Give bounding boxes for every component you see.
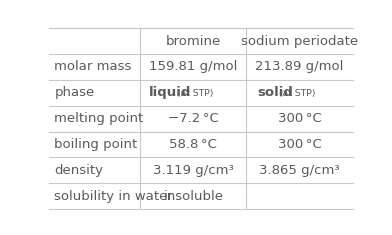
Text: solubility in water: solubility in water — [54, 190, 173, 203]
Text: (at STP): (at STP) — [279, 89, 315, 98]
Text: molar mass: molar mass — [54, 60, 132, 74]
Text: sodium periodate: sodium periodate — [241, 35, 358, 48]
Text: insoluble: insoluble — [163, 190, 223, 203]
Text: 58.8 °C: 58.8 °C — [169, 138, 217, 151]
Text: melting point: melting point — [54, 112, 144, 125]
Text: 3.119 g/cm³: 3.119 g/cm³ — [153, 164, 234, 177]
Text: density: density — [54, 164, 103, 177]
Text: bromine: bromine — [166, 35, 221, 48]
Text: −7.2 °C: −7.2 °C — [168, 112, 219, 125]
Text: 300 °C: 300 °C — [278, 112, 321, 125]
Text: phase: phase — [54, 86, 95, 99]
Text: 300 °C: 300 °C — [278, 138, 321, 151]
Text: (at STP): (at STP) — [177, 89, 214, 98]
Text: solid: solid — [257, 86, 293, 99]
Text: 159.81 g/mol: 159.81 g/mol — [149, 60, 238, 74]
Text: 213.89 g/mol: 213.89 g/mol — [256, 60, 344, 74]
Text: 3.865 g/cm³: 3.865 g/cm³ — [260, 164, 340, 177]
Text: liquid: liquid — [149, 86, 192, 99]
Text: boiling point: boiling point — [54, 138, 138, 151]
